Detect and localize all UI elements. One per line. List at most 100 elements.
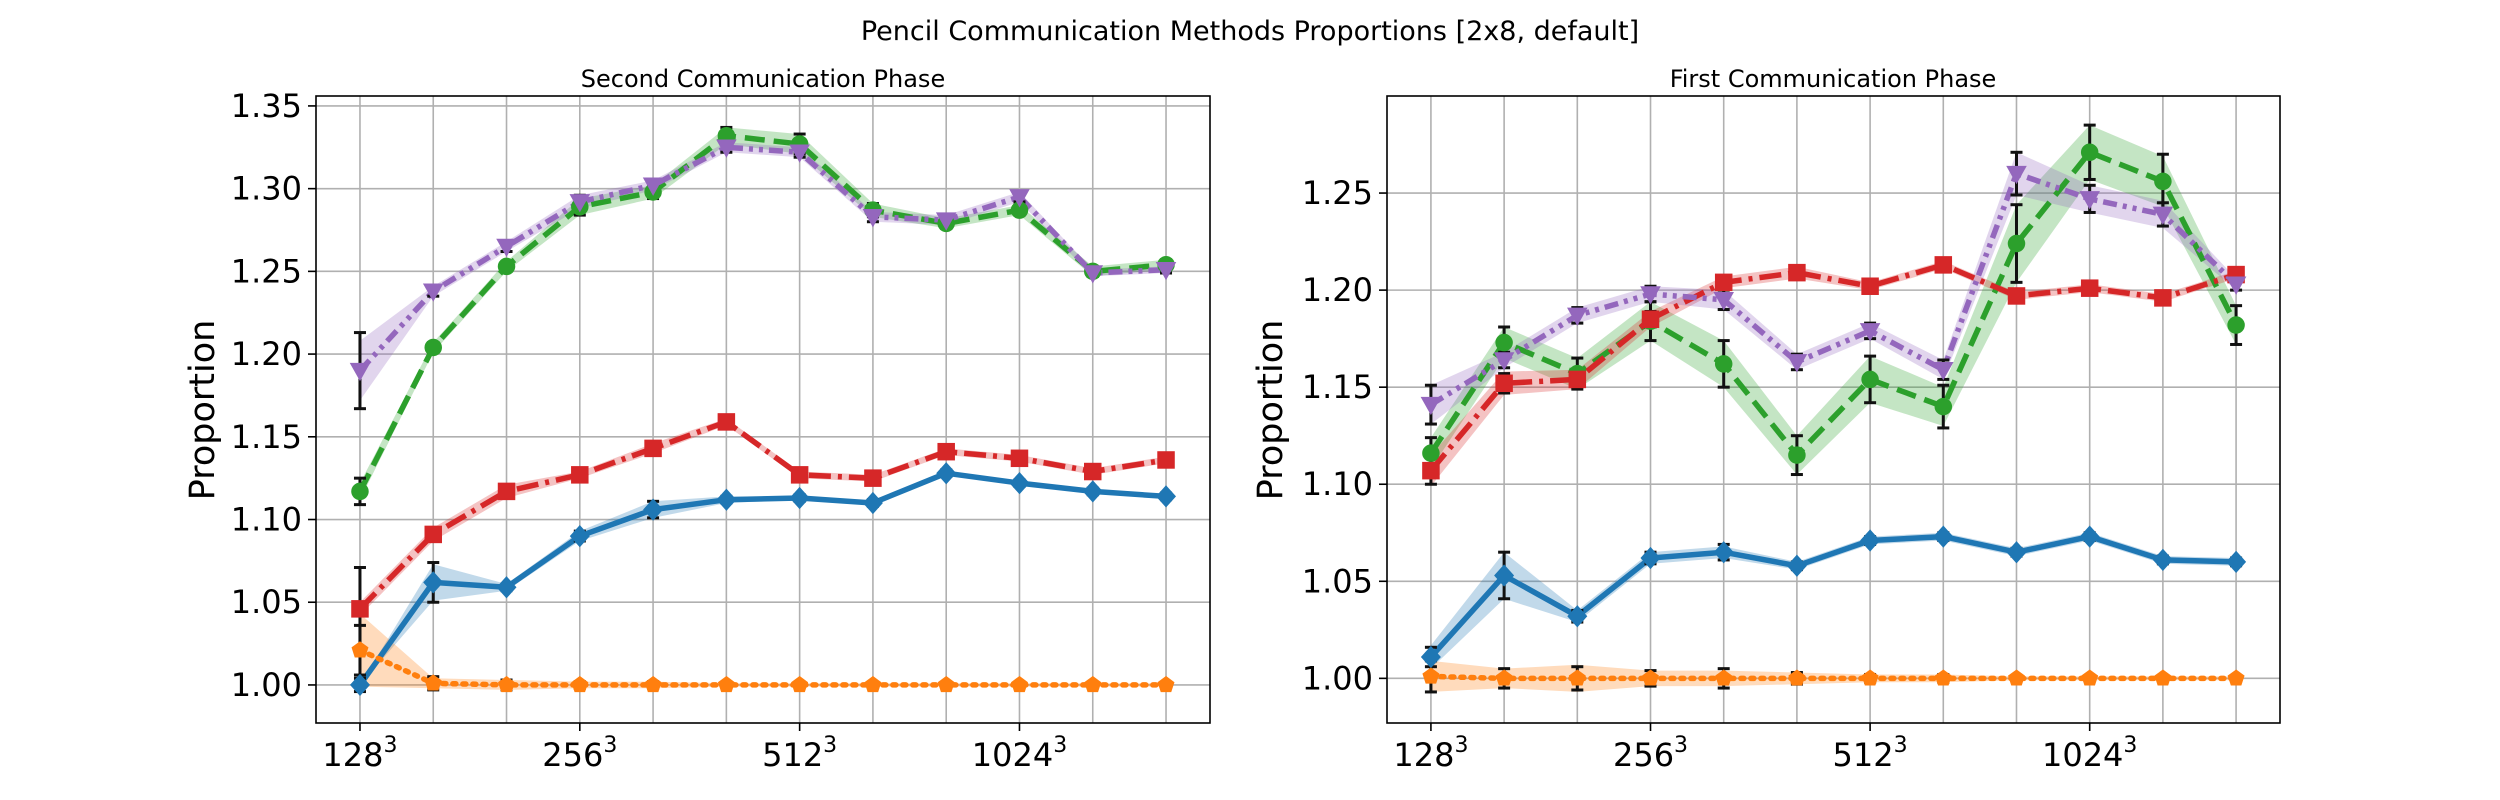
series-4-point [935, 212, 957, 231]
x-tick-label: 1283 [322, 733, 397, 774]
plot-frame [1386, 95, 2281, 724]
series-3-point [1084, 462, 1102, 481]
y-tick-label: 1.35 [231, 87, 302, 125]
error-bands [1430, 125, 2237, 692]
series-3-point [1641, 310, 1660, 328]
series-2-point [1934, 397, 1953, 416]
series-1-point [864, 675, 882, 693]
x-tick-exponent: 3 [384, 733, 398, 758]
series-1-point [498, 675, 515, 693]
series-2-point [2227, 316, 2245, 334]
series-0-line [1428, 533, 2237, 659]
series-4-point [1155, 261, 1177, 281]
series-4-point [2006, 165, 2027, 185]
series-1-point [791, 675, 809, 693]
y-tick-label: 1.30 [231, 170, 302, 208]
series-1-point [937, 675, 955, 693]
series-3-point [717, 413, 736, 431]
series-0-point [936, 462, 957, 485]
series-2-point [1422, 444, 1440, 462]
error-bands [360, 127, 1166, 690]
x-tick-label: 10243 [2042, 733, 2137, 774]
x-tick-label: 10243 [972, 733, 1067, 774]
series-0-point [643, 498, 664, 521]
series-0-line [357, 470, 1167, 687]
series-0-point [569, 524, 590, 548]
series-3-point [2080, 279, 2099, 297]
x-tick-exponent: 3 [603, 733, 617, 758]
series-1-point [1934, 669, 1952, 686]
x-tick-exponent: 3 [2123, 733, 2137, 758]
series-4-line [357, 144, 1167, 373]
series-0-point [423, 571, 444, 594]
series-3-point [497, 482, 516, 501]
series-1-point [1568, 669, 1586, 686]
y-tick-label: 1.15 [231, 418, 302, 456]
series-2-point [1495, 333, 1513, 352]
axes-second-phase: 1.00 1.05 1.10 1.15 1.20 1.25 1.30 1.35 1283 256… [183, 65, 1211, 774]
series-2-point [1788, 446, 1806, 464]
y-tick-label: 1.10 [1302, 465, 1373, 503]
series-4-point [1567, 307, 1588, 326]
series-lines [1428, 149, 2239, 682]
series-1-point [717, 675, 735, 693]
series-markers [349, 126, 1177, 697]
series-1-band [360, 613, 1166, 690]
series-1-line [357, 647, 1169, 688]
series-1-point [1422, 667, 1440, 684]
series-2-point [497, 257, 516, 276]
series-3-line [358, 419, 1167, 611]
series-1-point [351, 641, 369, 658]
y-tick-label: 1.20 [231, 335, 302, 373]
y-axis-label: Proportion [183, 320, 223, 501]
series-1-point [2008, 669, 2025, 686]
series-2-point [351, 482, 369, 501]
series-4-point [1082, 265, 1104, 284]
series-1-point [2154, 669, 2172, 686]
error-bars [353, 125, 1173, 694]
series-0-point [1860, 529, 1881, 552]
series-0-point [2226, 550, 2247, 574]
series-3-point [1157, 451, 1175, 469]
series-2-line [357, 132, 1167, 493]
series-4-point [1009, 189, 1030, 208]
x-tick-label: 2563 [1613, 733, 1688, 774]
series-1-point [1084, 675, 1102, 693]
axes-first-phase: 1.00 1.05 1.10 1.15 1.20 1.25 1283 2563 5123 102… [1251, 65, 2281, 774]
series-2-point [1714, 355, 1733, 373]
series-0-point [1155, 485, 1177, 508]
series-0-point [1009, 471, 1030, 495]
series-1-point [1861, 669, 1879, 686]
x-tick-exponent: 3 [823, 733, 837, 758]
x-tick-labels: 1283 2563 5123 10243 [1393, 723, 2137, 774]
series-0-point [1713, 541, 1734, 564]
series-1-point [644, 675, 662, 693]
y-tick-label: 1.15 [1302, 368, 1373, 406]
series-1-point [571, 675, 589, 693]
axes-title: First Communication Phase [1670, 65, 1997, 93]
series-4-point [862, 209, 884, 228]
x-tick-exponent: 3 [1053, 733, 1067, 758]
series-3-point [424, 525, 442, 544]
series-0-point [789, 486, 810, 510]
series-3-band [1430, 261, 2237, 487]
series-3-point [1568, 370, 1587, 389]
series-1-point [1495, 669, 1513, 686]
y-tick-label: 1.00 [231, 666, 302, 704]
series-3-point [2007, 287, 2026, 305]
series-2-point [2080, 143, 2099, 162]
y-tick-label: 1.10 [231, 501, 302, 539]
series-3-point [790, 466, 809, 484]
series-2-line [1428, 149, 2239, 458]
series-0-point [2152, 548, 2173, 572]
series-2-band [360, 127, 1166, 500]
series-4-point [716, 139, 737, 158]
series-0-point [496, 576, 517, 599]
series-4-point [569, 194, 591, 213]
y-tick-label: 1.25 [1302, 174, 1373, 212]
series-3-point [1714, 273, 1733, 292]
series-0-band [1430, 532, 2237, 669]
series-3-line [1428, 262, 2237, 473]
series-0-point [1567, 605, 1588, 628]
